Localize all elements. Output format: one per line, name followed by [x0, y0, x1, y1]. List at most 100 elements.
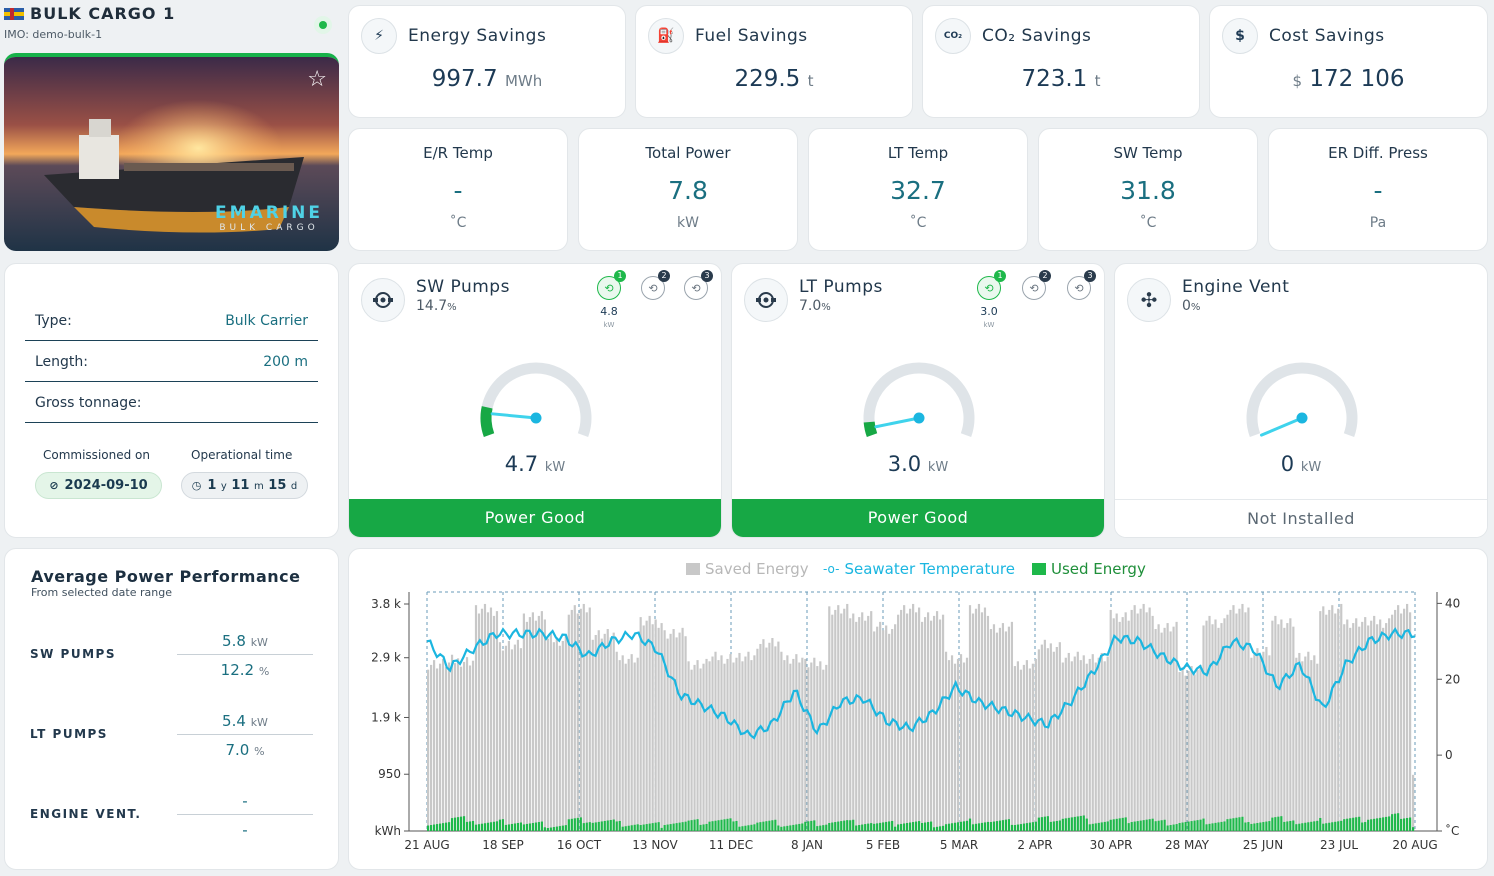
used-energy-bar [1265, 821, 1268, 831]
used-energy-bar [1409, 817, 1412, 831]
saved-energy-bar [977, 603, 981, 831]
used-energy-bar [831, 822, 834, 831]
saved-energy-bar [1352, 623, 1355, 831]
saved-energy-bar [660, 623, 663, 831]
saved-energy-bar [1265, 646, 1268, 831]
saved-energy-bar [1394, 609, 1397, 831]
used-energy-bar [534, 822, 537, 831]
saved-energy-bar [573, 605, 576, 831]
saved-energy-bar [639, 617, 642, 831]
saved-energy-bar [1241, 603, 1244, 831]
used-energy-bar [1220, 821, 1223, 831]
used-energy-bar [1118, 818, 1121, 831]
used-energy-bar [938, 826, 942, 831]
saved-energy-bar [696, 660, 699, 831]
saved-energy-bar [1148, 607, 1151, 831]
saved-energy-bar [645, 620, 648, 831]
saved-energy-bar [1079, 660, 1082, 831]
sensor-total-power: Total Power 7.8 kW [578, 128, 798, 251]
pump-card-engine-vent[interactable]: ✣ Engine Vent 0% 0 kW Not Installed [1114, 263, 1488, 538]
saved-energy-bar [1091, 654, 1094, 831]
saved-energy-bar [663, 630, 666, 831]
x-tick-label: 28 MAY [1165, 838, 1210, 852]
legend-used-energy[interactable]: Used Energy [1032, 560, 1146, 578]
pump-unit-3-icon[interactable]: ⟲ 3 [1067, 270, 1096, 300]
saved-energy-bar [702, 663, 705, 831]
legend-saved-energy[interactable]: Saved Energy [686, 560, 809, 578]
pump-card-sw[interactable]: SW Pumps 14.7% ⟲ 1 4.8 kW ⟲ 2 ⟲ 3 4.7 kW Po… [348, 263, 722, 538]
saved-energy-bar [537, 615, 540, 831]
pump-unit-2-icon[interactable]: ⟲ 2 [1022, 270, 1051, 300]
saved-energy-bar [1115, 613, 1118, 831]
pump-unit-1-icon[interactable]: ⟲ 1 [977, 270, 1006, 300]
saved-energy-bar [1193, 674, 1196, 831]
saved-energy-bar [1133, 605, 1136, 831]
saved-energy-bar [926, 612, 930, 831]
used-energy-bar [582, 823, 585, 831]
avg-sw-pct: 12.2 % [220, 661, 270, 679]
used-energy-bar [1172, 824, 1175, 831]
saved-energy-bar [540, 611, 543, 831]
saved-energy-bar [1151, 615, 1154, 831]
pump-card-lt[interactable]: LT Pumps 7.0% ⟲ 1 3.0 kW ⟲ 2 ⟲ 3 3.0 kW Pow… [731, 263, 1105, 538]
saved-energy-bar [657, 627, 660, 831]
saved-energy-bar [968, 605, 972, 831]
saved-energy-bar [1316, 663, 1319, 831]
saved-energy-bar [1412, 774, 1415, 831]
saved-energy-bar [723, 663, 726, 831]
saved-energy-bar [1262, 651, 1265, 831]
x-tick-label: 8 JAN [791, 838, 823, 852]
y-left-tick-label: 1.9 k [371, 710, 401, 724]
saved-energy-bar [1175, 621, 1178, 831]
co2-icon: CO₂ [935, 18, 971, 54]
saved-energy-bar [600, 638, 603, 831]
saved-energy-bar [1097, 657, 1100, 831]
saved-energy-bar [1112, 618, 1115, 831]
saved-energy-bar [1325, 614, 1328, 831]
clock-icon: ◷ [191, 479, 202, 492]
used-energy-bar [1043, 816, 1046, 831]
pump-unit-1-icon[interactable]: ⟲ 1 [597, 270, 626, 300]
used-energy-bar [729, 818, 732, 831]
avg-sw-pumps-label: SW PUMPS [30, 647, 116, 661]
saved-energy-bar [534, 620, 537, 831]
saved-energy-bar [1343, 624, 1346, 831]
saved-energy-bar [1232, 605, 1235, 831]
used-energy-bar [1112, 819, 1115, 831]
energy-chart-card: Saved Energy -o- Seawater Temperature Us… [348, 548, 1488, 870]
used-energy-bar [1091, 823, 1094, 831]
used-energy-bar [1316, 820, 1319, 831]
used-energy-bar [876, 823, 879, 831]
used-energy-bar [944, 824, 948, 831]
used-energy-bar [660, 827, 663, 831]
saved-energy-bar [1286, 623, 1289, 831]
used-energy-bar [998, 820, 1002, 831]
saved-energy-bar [579, 608, 582, 831]
used-energy-bar [750, 824, 753, 831]
saved-energy-bar [429, 664, 433, 831]
favorite-star-icon[interactable]: ☆ [307, 67, 327, 92]
saved-energy-bar [765, 647, 768, 831]
used-energy-bar [1211, 823, 1214, 831]
saved-energy-bar [468, 665, 472, 831]
used-energy-bar [959, 821, 963, 831]
legend-seawater-temperature[interactable]: -o- Seawater Temperature [823, 560, 1015, 578]
saved-energy-bar [1283, 627, 1286, 831]
saved-energy-bar [986, 615, 990, 831]
saved-energy-bar [570, 609, 573, 831]
saved-energy-bar [1223, 618, 1226, 831]
used-energy-bar [480, 823, 484, 831]
used-energy-bar [627, 825, 630, 831]
used-energy-bar [1037, 817, 1040, 831]
saved-energy-bar [1391, 614, 1394, 831]
saved-energy-bar [504, 645, 508, 831]
used-energy-bar [558, 826, 561, 831]
legend-swatch-seawater: -o- [823, 562, 840, 576]
saved-energy-bar [1355, 618, 1358, 831]
saved-energy-bar [1094, 662, 1097, 831]
saved-energy-bar [1259, 656, 1262, 831]
used-energy-bar [1379, 817, 1382, 831]
pump-unit-3-icon[interactable]: ⟲ 3 [684, 270, 713, 300]
pump-unit-2-icon[interactable]: ⟲ 2 [641, 270, 670, 300]
used-energy-bar [477, 824, 481, 831]
